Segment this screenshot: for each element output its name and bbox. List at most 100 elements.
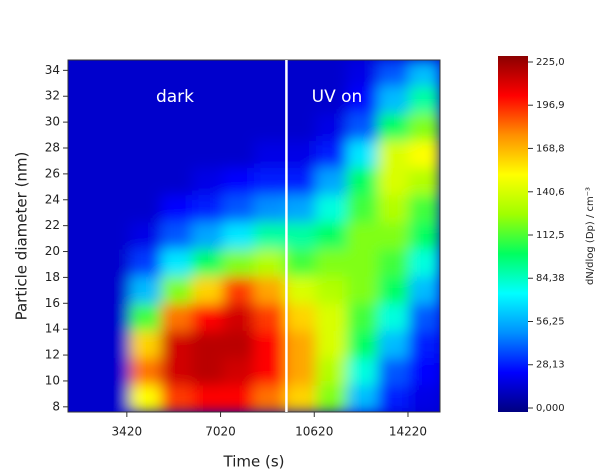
colorbar-tick-label: 84,38 (536, 273, 565, 284)
heat-cell (129, 276, 162, 304)
heat-cell (129, 60, 162, 87)
heat-cell (68, 357, 100, 386)
heat-cell (191, 167, 224, 196)
heat-cell (346, 194, 379, 223)
heat-cell (129, 248, 162, 277)
heat-cell (98, 194, 131, 223)
x-tick-label: 14220 (389, 425, 427, 439)
x-tick-label: 10620 (295, 425, 333, 439)
colorbar-tick-label: 56,25 (536, 317, 565, 328)
heat-cell (68, 330, 100, 359)
heat-cell (98, 248, 131, 277)
heat-cell (191, 303, 224, 331)
heat-cell (346, 248, 379, 277)
heat-cell (284, 330, 317, 359)
heat-cell (284, 357, 317, 386)
heat-cell (98, 357, 131, 386)
heat-cell (191, 221, 224, 250)
y-tick-label: 26 (45, 166, 60, 180)
heat-cell (160, 113, 193, 141)
heat-cell (377, 194, 410, 223)
y-tick-label: 20 (45, 244, 60, 258)
heat-cell (129, 330, 162, 359)
heat-cell (68, 194, 100, 223)
heat-cell (315, 60, 348, 87)
y-tick-label: 30 (45, 115, 60, 129)
cells (68, 60, 440, 412)
heat-cell (191, 85, 224, 114)
heat-cell (222, 221, 255, 250)
heat-cell (346, 167, 379, 196)
heat-cell (346, 113, 379, 141)
heat-cell (98, 303, 131, 331)
heat-cell (315, 140, 348, 168)
heat-cell (160, 276, 193, 304)
y-tick-label: 16 (45, 296, 60, 310)
heat-cell (191, 140, 224, 168)
heat-cell (68, 60, 100, 87)
heat-cell (222, 276, 255, 304)
heat-cell (408, 140, 440, 168)
heat-cell (160, 248, 193, 277)
heat-cell (315, 194, 348, 223)
heat-cell (129, 357, 162, 386)
heat-cell (408, 194, 440, 223)
y-tick-label: 24 (45, 192, 60, 206)
heat-cell (346, 357, 379, 386)
heat-cell (253, 113, 286, 141)
heat-cell (68, 85, 100, 114)
heat-cell (315, 113, 348, 141)
heat-cell (160, 194, 193, 223)
annotation: UV on (312, 87, 363, 107)
heat-cell (346, 303, 379, 331)
heat-cell (98, 167, 131, 196)
heat-cell (346, 85, 379, 114)
heat-cell (68, 221, 100, 250)
heat-cell (191, 248, 224, 277)
heat-cell (284, 140, 317, 168)
heat-cell (68, 303, 100, 331)
heat-cell (160, 221, 193, 250)
heat-cell (408, 303, 440, 331)
heat-cell (222, 357, 255, 386)
x-tick-label: 7020 (205, 425, 236, 439)
heat-cell (284, 384, 317, 412)
heat-cell (68, 248, 100, 277)
heat-cell (160, 60, 193, 87)
colorbar-tick-label: 28,13 (536, 360, 565, 371)
heat-cell (222, 303, 255, 331)
heat-cell (253, 303, 286, 331)
y-axis-title: Particle diameter (nm) (13, 152, 31, 321)
heat-cell (377, 221, 410, 250)
heat-cell (98, 276, 131, 304)
heat-cell (222, 384, 255, 412)
heat-cell (253, 140, 286, 168)
heat-cell (129, 384, 162, 412)
heat-cell (284, 194, 317, 223)
heat-cell (129, 194, 162, 223)
colorbar-tick-label: 196,9 (536, 100, 565, 111)
plot-frame (67, 59, 441, 413)
x-tick-label: 3420 (112, 425, 143, 439)
colorbar-tick-label: 140,6 (536, 187, 565, 198)
heat-cell (98, 221, 131, 250)
heat-cell (129, 113, 162, 141)
heat-cell (408, 357, 440, 386)
heat-cell (160, 357, 193, 386)
heat-cell (377, 384, 410, 412)
colorbar-tick-label: 225,0 (536, 57, 565, 68)
heat-cell (68, 384, 100, 412)
heat-cell (346, 140, 379, 168)
heat-cell (253, 276, 286, 304)
heat-cell (191, 357, 224, 386)
heat-cell (98, 60, 131, 87)
heat-cell (222, 113, 255, 141)
heat-cell (160, 85, 193, 114)
heat-cell (191, 60, 224, 87)
colorbar (498, 56, 528, 412)
heat-cell (253, 384, 286, 412)
heat-cell (222, 330, 255, 359)
heat-cell (377, 140, 410, 168)
heat-cell (377, 248, 410, 277)
